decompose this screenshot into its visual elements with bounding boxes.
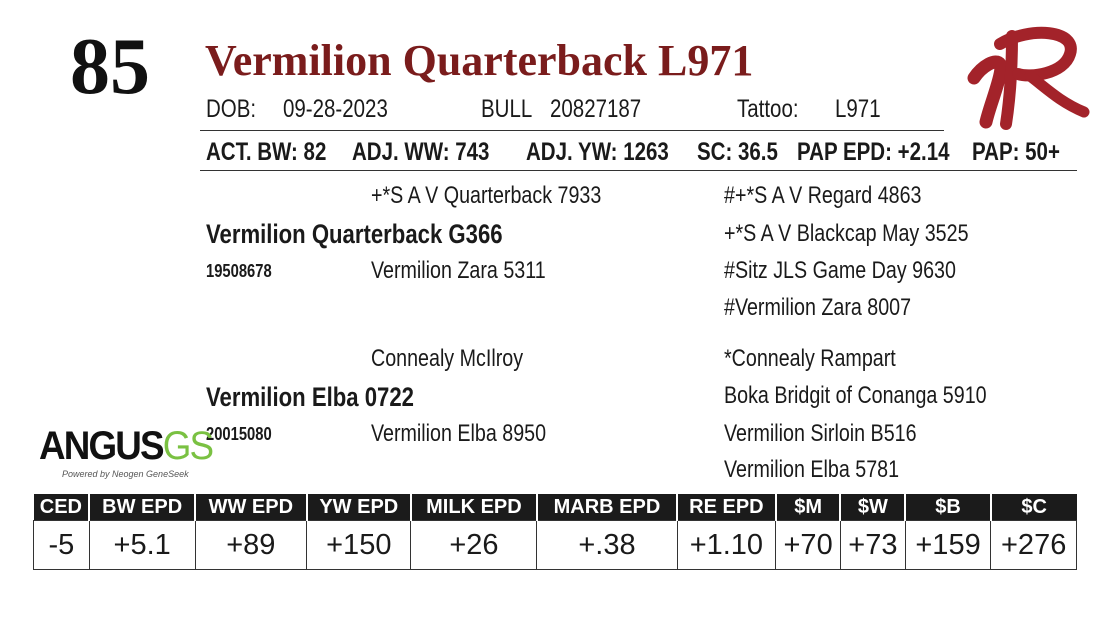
epd-header: $C: [989, 494, 1077, 521]
actual-birth-weight: ACT. BW: 82: [206, 138, 327, 166]
tattoo-value: L971: [835, 95, 881, 123]
epd-value: +159: [904, 520, 992, 570]
epd-value: +5.1: [88, 520, 196, 570]
pedigree-dam-registration: 20015080: [206, 424, 272, 444]
epd-value: +150: [306, 520, 412, 570]
epd-header: $W: [839, 494, 906, 521]
divider-line: [200, 170, 1077, 171]
vr-brand-logo-icon: [967, 26, 1090, 130]
epd-table: CED BW EPD WW EPD YW EPD MILK EPD MARB E…: [33, 494, 1077, 570]
pedigree-sire-dam: Vermilion Zara 5311: [371, 257, 546, 284]
epd-header: BW EPD: [88, 494, 196, 521]
lot-number: 85: [70, 23, 150, 111]
pedigree-ss-sire: #+*S A V Regard 4863: [724, 182, 922, 209]
pedigree-ds-dam: Boka Bridgit of Conanga 5910: [724, 382, 987, 409]
epd-header: MARB EPD: [535, 494, 678, 521]
logo-tagline: Powered by Neogen GeneSeek: [62, 469, 189, 479]
epd-header: MILK EPD: [409, 494, 537, 521]
epd-value: +89: [194, 520, 308, 570]
epd-header-row: CED BW EPD WW EPD YW EPD MILK EPD MARB E…: [33, 494, 1077, 521]
epd-value: +.38: [536, 520, 678, 570]
epd-value: -5: [33, 520, 90, 570]
epd-value: +276: [990, 520, 1077, 570]
animal-name: Vermilion Quarterback L971: [205, 36, 754, 85]
pedigree-sd-sire: #Sitz JLS Game Day 9630: [724, 257, 956, 284]
epd-header: WW EPD: [194, 494, 307, 521]
divider-line: [200, 130, 944, 131]
epd-value: +70: [775, 520, 841, 570]
pap-epd: PAP EPD: +2.14: [797, 138, 950, 166]
pedigree-dam-sire: Connealy McIlroy: [371, 345, 524, 372]
epd-header: $M: [774, 494, 841, 521]
epd-header: CED: [33, 494, 90, 521]
pedigree-ds-sire: *Connealy Rampart: [724, 345, 896, 372]
pedigree-sire-sire: +*S A V Quarterback 7933: [371, 182, 602, 209]
angus-logo-text: ANGUS: [39, 424, 165, 468]
epd-header: RE EPD: [676, 494, 776, 521]
pedigree-sire-registration: 19508678: [206, 261, 272, 281]
dob-value: 09-28-2023: [283, 95, 388, 123]
adjusted-yearling-weight: ADJ. YW: 1263: [526, 138, 669, 166]
pedigree-dam: Vermilion Elba 0722: [206, 382, 414, 412]
epd-header: $B: [904, 494, 991, 521]
scrotal-circumference: SC: 36.5: [697, 138, 778, 166]
pedigree-dam-dam: Vermilion Elba 8950: [371, 420, 547, 447]
tattoo-label: Tattoo:: [737, 95, 799, 123]
pedigree-ss-dam: +*S A V Blackcap May 3525: [724, 220, 969, 247]
pap-value: PAP: 50+: [972, 138, 1060, 166]
pedigree-sire: Vermilion Quarterback G366: [206, 219, 503, 249]
epd-value: +1.10: [676, 520, 777, 570]
dob-label: DOB:: [206, 95, 257, 123]
sex-label: BULL: [481, 95, 533, 123]
gs-logo-text: GS: [162, 424, 214, 468]
pedigree-sd-dam: #Vermilion Zara 8007: [724, 294, 912, 321]
epd-value-row: -5 +5.1 +89 +150 +26 +.38 +1.10 +70 +73 …: [33, 520, 1077, 570]
epd-value: +73: [839, 520, 906, 570]
epd-header: YW EPD: [305, 494, 411, 521]
epd-value: +26: [410, 520, 538, 570]
registration-number: 20827187: [550, 95, 642, 123]
pedigree-dd-dam: Vermilion Elba 5781: [724, 456, 900, 483]
angus-gs-logo-icon: ANGUSGS Powered by Neogen GeneSeek: [36, 424, 214, 485]
pedigree-dd-sire: Vermilion Sirloin B516: [724, 420, 917, 447]
adjusted-weaning-weight: ADJ. WW: 743: [352, 138, 490, 166]
